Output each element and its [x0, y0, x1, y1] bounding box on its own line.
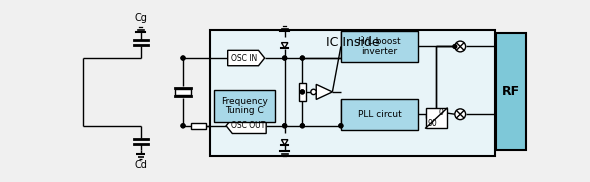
Polygon shape — [316, 84, 332, 99]
Text: 90: 90 — [427, 119, 437, 128]
Text: inverter: inverter — [361, 47, 398, 56]
Text: PLL circut: PLL circut — [358, 110, 401, 119]
Circle shape — [181, 124, 185, 128]
Circle shape — [339, 124, 343, 128]
Bar — [341, 31, 418, 62]
Circle shape — [181, 124, 185, 128]
Circle shape — [300, 124, 304, 128]
Circle shape — [283, 56, 287, 60]
Bar — [425, 108, 447, 128]
Bar — [210, 29, 495, 156]
Text: OSC OUT: OSC OUT — [231, 121, 265, 130]
Circle shape — [453, 45, 457, 48]
Text: IC Inside: IC Inside — [326, 36, 379, 49]
Circle shape — [300, 56, 304, 60]
Bar — [299, 83, 306, 101]
Polygon shape — [226, 118, 266, 133]
Bar — [214, 90, 276, 122]
Text: 0: 0 — [438, 108, 443, 117]
Circle shape — [283, 56, 287, 60]
Circle shape — [300, 90, 304, 94]
Text: Cd: Cd — [135, 160, 147, 170]
Bar — [191, 123, 206, 129]
Circle shape — [311, 89, 316, 95]
Text: Frequency: Frequency — [221, 97, 268, 106]
Bar — [175, 89, 191, 95]
Text: Tuning C: Tuning C — [225, 106, 264, 115]
Circle shape — [300, 56, 304, 60]
Polygon shape — [281, 140, 288, 145]
Circle shape — [300, 124, 304, 128]
Polygon shape — [281, 43, 288, 48]
Text: OSC IN: OSC IN — [231, 54, 258, 63]
Polygon shape — [228, 50, 265, 66]
Bar — [496, 33, 526, 151]
Circle shape — [181, 56, 185, 60]
Text: RF: RF — [502, 85, 520, 98]
Circle shape — [181, 56, 185, 60]
Circle shape — [455, 41, 466, 52]
Text: Cg: Cg — [135, 13, 147, 23]
Circle shape — [283, 124, 287, 128]
Bar — [341, 99, 418, 130]
Circle shape — [300, 90, 304, 94]
Circle shape — [283, 124, 287, 128]
Circle shape — [339, 124, 343, 128]
Text: H/L boost: H/L boost — [358, 37, 401, 46]
Circle shape — [455, 109, 466, 120]
